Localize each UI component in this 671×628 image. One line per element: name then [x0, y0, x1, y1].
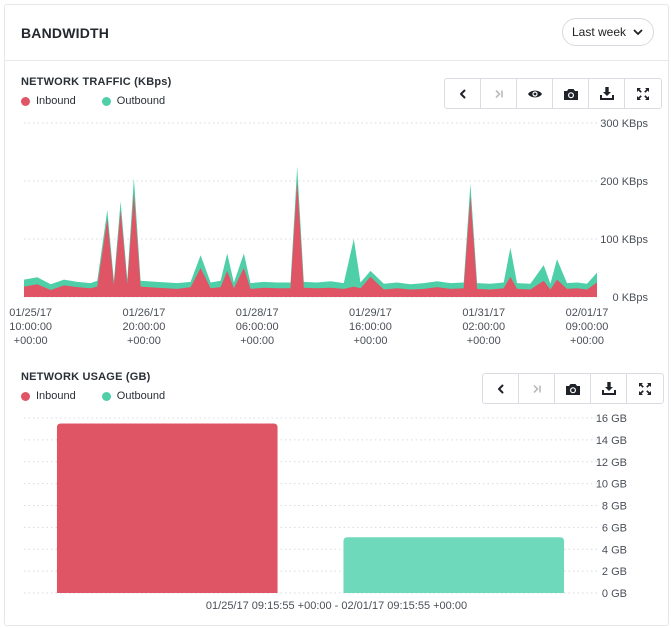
usage-bar-outbound	[343, 537, 565, 593]
usage-legend: Inbound Outbound	[21, 390, 185, 402]
legend-label: Inbound	[36, 390, 76, 402]
panel-header: BANDWIDTH Last week	[5, 5, 668, 61]
traffic-x-tick: 06:00:00	[236, 321, 279, 333]
usage-bar-inbound	[56, 423, 278, 593]
legend-item-outbound[interactable]: Outbound	[101, 95, 166, 107]
chevron-left-icon	[459, 89, 465, 98]
snapshot-button[interactable]	[555, 374, 591, 403]
traffic-x-tick: 01/26/17	[123, 307, 166, 319]
traffic-x-tick: 01/28/17	[236, 307, 279, 319]
traffic-legend: Inbound Outbound	[21, 95, 185, 107]
legend-label: Outbound	[116, 390, 166, 402]
traffic-y-tick: 0 KBps	[613, 292, 649, 304]
traffic-x-tick: 16:00:00	[349, 321, 392, 333]
legend-dot-inbound	[21, 391, 30, 401]
snapshot-button[interactable]	[553, 79, 589, 108]
traffic-x-tick: 20:00:00	[123, 321, 166, 333]
usage-section-title: NETWORK USAGE (GB)	[21, 371, 151, 383]
traffic-x-tick: 10:00:00	[9, 321, 52, 333]
usage-y-tick: 16 GB	[596, 413, 627, 425]
traffic-y-tick: 100 KBps	[600, 234, 648, 246]
download-button[interactable]	[589, 79, 625, 108]
traffic-x-tick: 02/01/17	[566, 307, 609, 319]
usage-y-tick: 8 GB	[602, 501, 627, 513]
legend-item-outbound[interactable]: Outbound	[101, 390, 166, 402]
time-range-label: Last week	[571, 25, 627, 39]
legend-dot-outbound	[101, 391, 111, 401]
traffic-x-tick: +00:00	[14, 335, 48, 347]
traffic-y-tick: 300 KBps	[600, 118, 648, 130]
eye-icon	[527, 90, 542, 97]
usage-y-tick: 4 GB	[602, 544, 627, 556]
legend-label: Outbound	[116, 95, 166, 107]
traffic-x-tick: 09:00:00	[566, 321, 609, 333]
visibility-button[interactable]	[517, 79, 553, 108]
fullscreen-button[interactable]	[627, 374, 663, 403]
traffic-area-inbound	[24, 181, 597, 297]
fullscreen-button[interactable]	[625, 79, 661, 108]
traffic-x-tick: 01/25/17	[9, 307, 52, 319]
traffic-x-tick: 01/31/17	[462, 307, 505, 319]
chevron-left-icon	[497, 384, 503, 393]
panel-title: BANDWIDTH	[21, 25, 110, 41]
camera-icon	[565, 383, 580, 395]
skip-forward-icon	[532, 384, 541, 393]
traffic-x-tick: +00:00	[467, 335, 501, 347]
previous-button[interactable]	[445, 79, 481, 108]
download-button[interactable]	[591, 374, 627, 403]
legend-dot-outbound	[101, 96, 111, 106]
legend-item-inbound[interactable]: Inbound	[21, 95, 76, 107]
next-button[interactable]	[519, 374, 555, 403]
camera-icon	[563, 88, 578, 100]
traffic-x-tick: +00:00	[570, 335, 604, 347]
legend-label: Inbound	[36, 95, 76, 107]
download-icon	[601, 382, 616, 395]
usage-y-tick: 0 GB	[602, 588, 627, 600]
download-icon	[599, 87, 614, 100]
previous-button[interactable]	[483, 374, 519, 403]
traffic-x-tick: +00:00	[353, 335, 387, 347]
usage-toolbar	[482, 373, 664, 404]
traffic-x-tick: 01/29/17	[349, 307, 392, 319]
usage-y-tick: 6 GB	[602, 522, 627, 534]
usage-y-tick: 10 GB	[596, 479, 627, 491]
usage-range-caption: 01/25/17 09:15:55 +00:00 - 02/01/17 09:1…	[205, 600, 468, 612]
legend-dot-inbound	[21, 96, 30, 106]
skip-forward-icon	[494, 89, 503, 98]
traffic-x-tick: +00:00	[127, 335, 161, 347]
usage-y-tick: 12 GB	[596, 457, 627, 469]
expand-icon	[639, 382, 651, 395]
traffic-toolbar	[444, 78, 662, 109]
time-range-dropdown[interactable]: Last week	[562, 18, 654, 46]
usage-y-tick: 14 GB	[596, 435, 627, 447]
traffic-y-tick: 200 KBps	[600, 176, 648, 188]
traffic-section-title: NETWORK TRAFFIC (KBps)	[21, 76, 172, 88]
traffic-x-tick: +00:00	[240, 335, 274, 347]
chevron-down-icon	[633, 29, 643, 35]
traffic-x-tick: 02:00:00	[462, 321, 505, 333]
usage-y-tick: 2 GB	[602, 566, 627, 578]
next-button[interactable]	[481, 79, 517, 108]
legend-item-inbound[interactable]: Inbound	[21, 390, 76, 402]
expand-icon	[637, 87, 649, 100]
